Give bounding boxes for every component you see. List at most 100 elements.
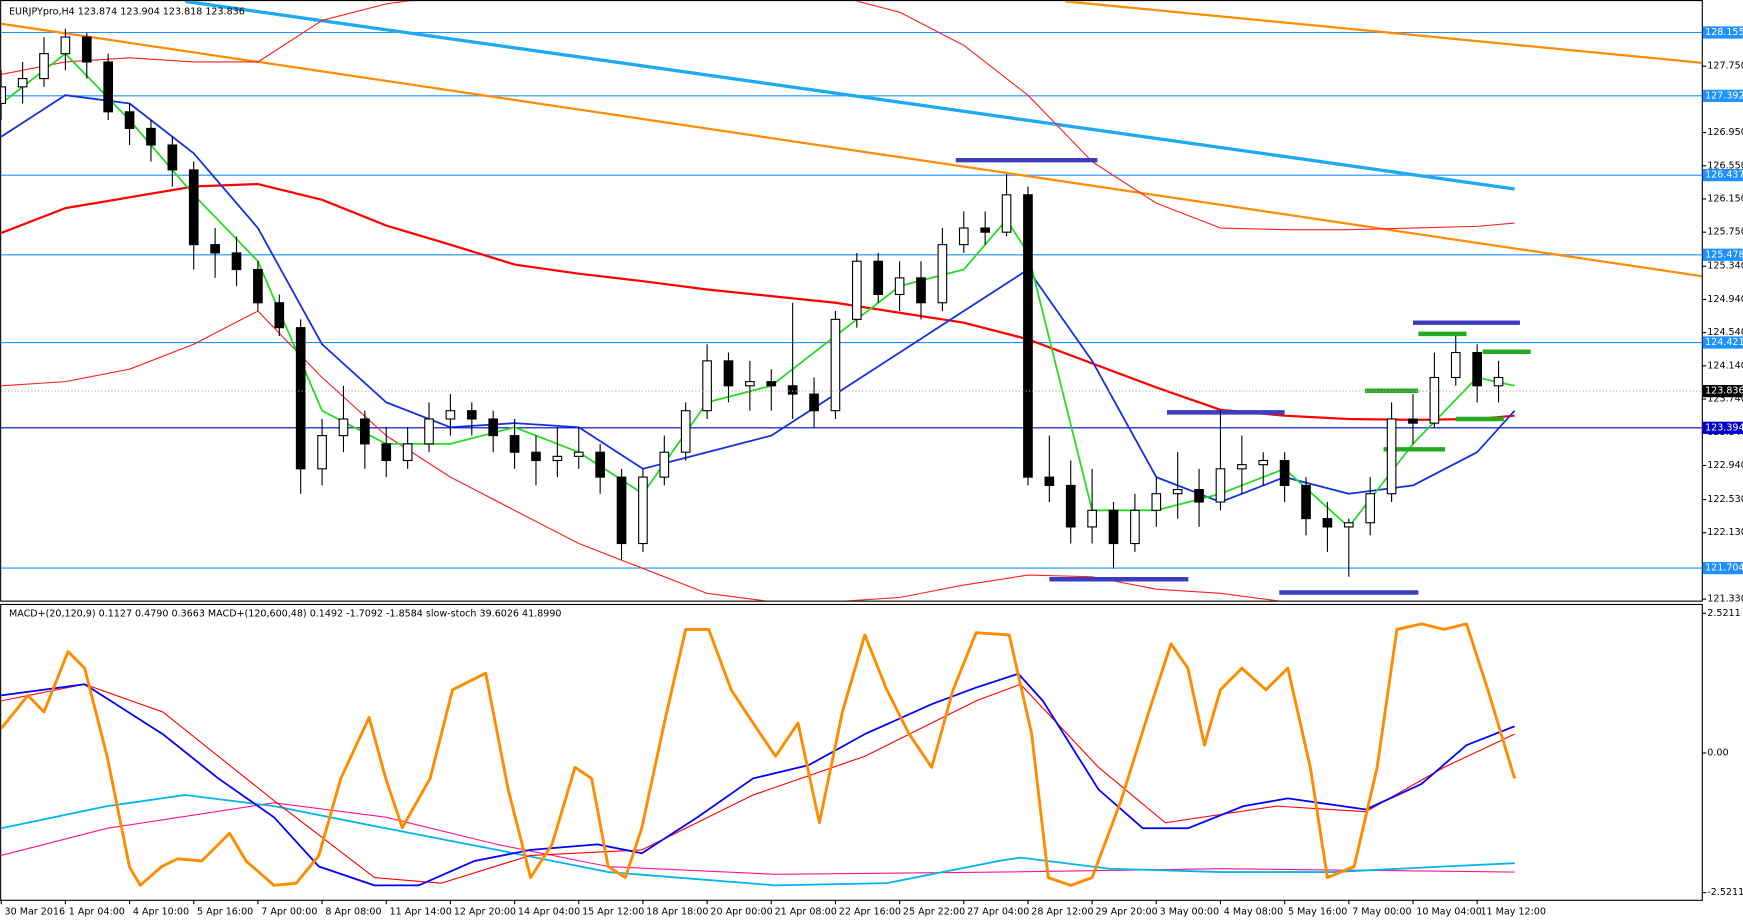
level-label: 121.704 xyxy=(1705,563,1743,574)
candle-body xyxy=(402,443,413,462)
candle-body xyxy=(509,435,520,453)
candle-body xyxy=(638,476,648,545)
candle-body xyxy=(124,111,135,129)
level-label-box xyxy=(1702,421,1743,434)
x-tick-label: 7 Apr 00:00 xyxy=(261,906,317,917)
candle-body xyxy=(1215,468,1226,503)
level-label: 123.394 xyxy=(1705,422,1743,433)
axes: 127.750 126.950 126.550 126.150 125.750 125.3… xyxy=(0,26,1743,917)
indicator-line xyxy=(1,802,1515,875)
x-tick-label: 5 May 16:00 xyxy=(1288,906,1347,917)
level-label-box xyxy=(1702,248,1743,261)
candle-body xyxy=(60,36,71,55)
indicator-line xyxy=(1,52,1515,528)
candle-body xyxy=(745,381,755,387)
candle-body xyxy=(1023,194,1033,478)
candle-body xyxy=(253,268,263,304)
level-label: 127.392 xyxy=(1705,90,1743,101)
x-tick-label: 4 May 08:00 xyxy=(1224,906,1283,917)
candle-body xyxy=(1493,376,1504,387)
x-tick-label: 18 Apr 18:00 xyxy=(646,906,708,917)
indicator-line xyxy=(1,794,1515,887)
y-tick-label: 124.140 xyxy=(1707,360,1743,371)
candle-body xyxy=(873,260,884,296)
level-label-box xyxy=(1702,89,1743,102)
candle-body xyxy=(1001,194,1012,233)
candle-body xyxy=(1044,476,1055,486)
x-tick-label: 14 Apr 04:00 xyxy=(518,906,580,917)
candle-body xyxy=(1408,418,1418,424)
candle-body xyxy=(1258,459,1269,466)
candle-body xyxy=(958,227,969,246)
y-tick-label: 125.340 xyxy=(1707,261,1743,272)
candle-body xyxy=(1087,509,1097,528)
x-tick-label: 10 May 04:00 xyxy=(1416,906,1481,917)
y-tick-label: 123.740 xyxy=(1707,394,1743,405)
candle-body xyxy=(1343,522,1354,528)
trend-line xyxy=(184,1,1515,191)
candle-body xyxy=(1450,352,1461,379)
candle-body xyxy=(659,451,670,478)
candle-body xyxy=(830,318,841,412)
y-tick-label: 122.940 xyxy=(1707,460,1743,471)
candle-body xyxy=(1429,376,1440,424)
x-tick-label: 8 Apr 08:00 xyxy=(325,906,381,917)
candle-body xyxy=(360,418,370,445)
current-price-box xyxy=(1702,384,1743,398)
candle-body xyxy=(17,78,28,88)
indicator-header: MACD+(20,120,9) 0.1127 0.4790 0.3663 MAC… xyxy=(9,608,562,619)
candle-body xyxy=(702,360,712,412)
candle-body xyxy=(445,410,456,420)
candle-body xyxy=(1237,464,1247,470)
x-tick-label: 12 Apr 20:00 xyxy=(454,906,516,917)
level-label-box xyxy=(1702,561,1743,575)
candle-body xyxy=(1365,493,1376,524)
x-tick-label: 3 May 00:00 xyxy=(1160,906,1219,917)
candle-body xyxy=(766,381,777,387)
price-header: EURJPYpro,H4 123.874 123.904 123.818 123… xyxy=(9,7,245,18)
y-tick-label: 121.330 xyxy=(1707,594,1743,605)
candle-body xyxy=(103,61,114,113)
indicator-line xyxy=(1,622,1516,887)
y-tick-label: 124.940 xyxy=(1707,294,1743,305)
indicator-pane xyxy=(0,603,1703,901)
candle-body xyxy=(573,451,584,457)
candle-body xyxy=(1279,459,1290,486)
y-tick-label: 126.950 xyxy=(1707,127,1743,138)
level-label-box xyxy=(1702,169,1743,182)
candle-body xyxy=(381,443,392,462)
candle-body xyxy=(851,260,862,320)
candle-body xyxy=(488,418,499,437)
candle-body xyxy=(1172,489,1183,495)
indicator-line xyxy=(1,672,1515,887)
candle-body xyxy=(809,393,819,412)
level-label: 125.478 xyxy=(1705,249,1743,260)
candle-body xyxy=(916,277,926,304)
candle-body xyxy=(466,410,477,420)
x-tick-label: 30 Mar 2016 xyxy=(5,906,66,917)
y-tick-label: 122.130 xyxy=(1707,527,1743,538)
candle-body xyxy=(552,455,563,462)
candle-body xyxy=(980,227,991,233)
level-label-box xyxy=(1702,336,1743,349)
candle-body xyxy=(1472,352,1482,387)
candle-body xyxy=(1322,518,1333,528)
y-tick-label: 122.530 xyxy=(1707,494,1743,505)
candle-body xyxy=(531,451,541,462)
x-tick-label: 21 Apr 08:00 xyxy=(775,906,837,917)
indicator-line xyxy=(1,1,1515,231)
x-tick-label: 28 Apr 12:00 xyxy=(1031,906,1093,917)
trend-line xyxy=(1,22,1702,278)
x-tick-label: 1 Apr 04:00 xyxy=(69,906,125,917)
price-plot xyxy=(1,1,1702,601)
candle-body xyxy=(1065,484,1076,528)
candle-body xyxy=(295,327,306,470)
x-tick-label: 5 Apr 16:00 xyxy=(197,906,253,917)
candle-body xyxy=(680,410,691,453)
candle-body xyxy=(39,53,49,80)
candle-body xyxy=(1386,418,1397,495)
candle-body xyxy=(81,36,92,63)
x-tick-label: 25 Apr 22:00 xyxy=(903,906,965,917)
y-tick-label: -2.5211 xyxy=(1707,887,1743,898)
